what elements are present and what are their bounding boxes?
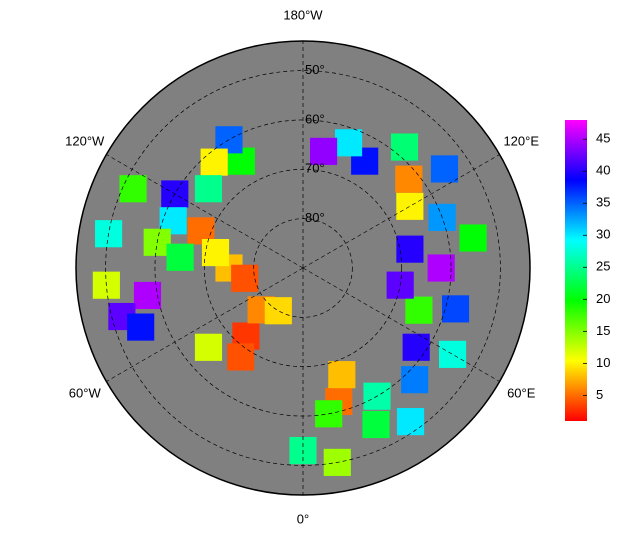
data-cell — [127, 313, 155, 341]
data-cell — [395, 165, 423, 193]
latitude-label: 50° — [305, 62, 325, 77]
data-cell — [334, 129, 363, 157]
data-cell — [194, 175, 223, 203]
colorbar-tick-label: 45 — [596, 131, 610, 146]
map-border — [75, 40, 531, 496]
data-cell — [459, 224, 487, 252]
data-cell — [119, 175, 147, 203]
meridian — [106, 267, 304, 382]
colorbar-tick-label: 35 — [596, 195, 610, 210]
longitude-label: 60°E — [507, 385, 536, 400]
data-cell — [328, 361, 356, 389]
colorbar-tick-label: 40 — [596, 163, 610, 178]
data-cell — [264, 297, 292, 325]
data-cell — [396, 408, 425, 436]
colorbar-tick-label: 10 — [596, 355, 610, 370]
data-cell — [227, 343, 255, 371]
colorbar-tick-label: 20 — [596, 291, 610, 306]
data-cell — [427, 254, 455, 282]
longitude-label: 120°E — [503, 133, 539, 148]
data-cell — [194, 333, 223, 361]
data-cell — [430, 155, 459, 183]
colorbar — [565, 120, 587, 421]
data-cell — [362, 410, 390, 439]
longitude-label: 0° — [297, 511, 309, 526]
data-cell — [200, 148, 228, 176]
data-cell — [405, 296, 433, 324]
longitude-label: 60°W — [69, 385, 102, 400]
meridian — [106, 154, 304, 269]
data-cell — [309, 137, 338, 165]
data-cell — [396, 235, 424, 263]
longitude-label: 120°W — [65, 133, 105, 148]
colorbar-tick-label: 30 — [596, 227, 610, 242]
meridian — [302, 267, 500, 382]
data-cell — [402, 333, 430, 361]
data-cell — [396, 192, 424, 220]
data-cell — [401, 366, 429, 394]
latitude-label: 80° — [305, 210, 325, 225]
meridian — [302, 154, 500, 269]
colorbar-tick-label: 15 — [596, 323, 610, 338]
colorbar-tick-label: 5 — [596, 387, 603, 402]
data-cell — [231, 264, 259, 292]
latitude-label: 60° — [305, 111, 325, 126]
data-cell — [133, 281, 162, 309]
data-cell — [390, 133, 419, 161]
data-cell — [441, 295, 470, 323]
longitude-label: 180°W — [283, 7, 323, 22]
colorbar-tick-label: 25 — [596, 259, 610, 274]
data-cell — [166, 243, 194, 271]
data-cell — [201, 239, 230, 267]
latitude-label: 70° — [305, 161, 325, 176]
data-cell — [439, 340, 467, 368]
